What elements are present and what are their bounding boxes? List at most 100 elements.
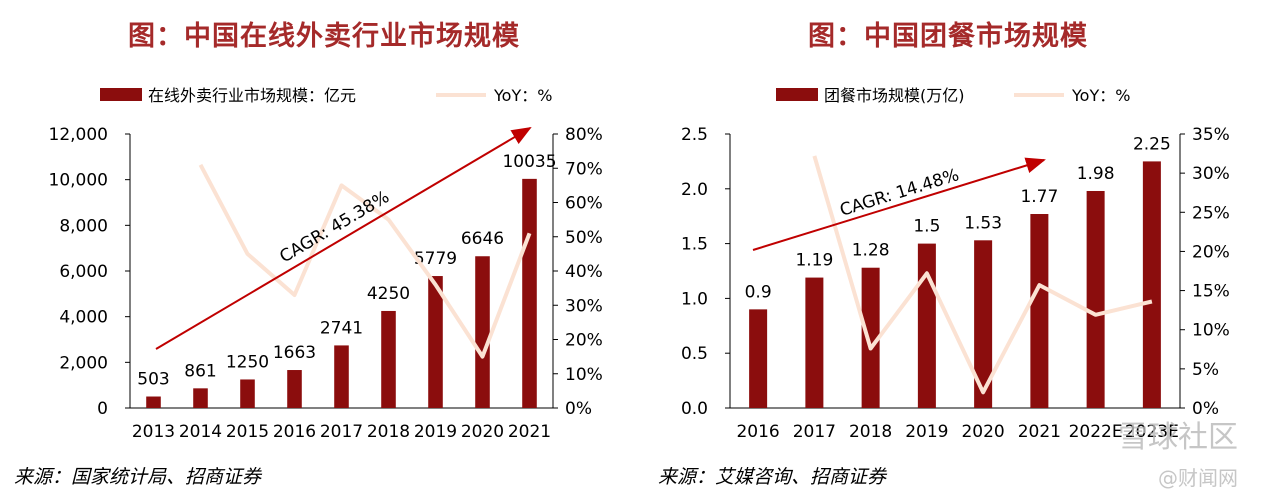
right-right-tick-label: 0% — [1192, 399, 1219, 419]
watermark-community: 雪球社区 — [1118, 420, 1238, 455]
left-bar-value-label: 2741 — [320, 318, 363, 338]
right-left-tick-label: 0.5 — [681, 344, 708, 364]
left-bar-value-label: 503 — [137, 370, 169, 390]
right-x-tick-label: 2019 — [905, 422, 948, 442]
right-right-tick-label: 5% — [1192, 360, 1219, 380]
left-bar — [522, 178, 537, 408]
left-left-tick-label: 12,000 — [49, 125, 108, 145]
left-right-tick-label: 20% — [565, 331, 603, 351]
right-x-tick-label: 2016 — [736, 422, 779, 442]
left-source: 来源：国家统计局、招商证券 — [14, 466, 262, 488]
left-x-tick-label: 2015 — [226, 422, 269, 442]
left-left-tick-label: 2,000 — [59, 353, 108, 373]
left-bar — [240, 379, 255, 408]
left-right-tick-label: 60% — [565, 194, 603, 214]
left-x-tick-label: 2018 — [367, 422, 410, 442]
left-bar-value-label: 4250 — [367, 284, 410, 304]
left-right-tick-label: 80% — [565, 125, 603, 145]
right-right-tick-label: 15% — [1192, 282, 1230, 302]
left-legend-bar-swatch — [100, 88, 142, 101]
right-chart-title: 图：中国团餐市场规模 — [808, 21, 1088, 52]
right-x-tick-label: 2021 — [1018, 422, 1061, 442]
right-source: 来源：艾媒咨询、招商证券 — [658, 466, 887, 488]
left-left-tick-label: 0 — [97, 399, 108, 419]
left-legend-yoy-label: YoY：% — [493, 86, 552, 105]
right-left-tick-label: 1.5 — [681, 235, 708, 255]
left-legend-bar-label: 在线外卖行业市场规模：亿元 — [148, 86, 356, 105]
right-bar — [974, 240, 993, 408]
right-bar — [805, 277, 824, 408]
right-left-tick-label: 2.0 — [681, 180, 708, 200]
right-right-tick-label: 35% — [1192, 125, 1230, 145]
right-x-tick-label: 2022E — [1069, 422, 1123, 442]
left-left-tick-label: 8,000 — [59, 216, 108, 236]
left-x-tick-label: 2020 — [461, 422, 504, 442]
right-x-tick-label: 2020 — [961, 422, 1004, 442]
right-bar-value-label: 1.5 — [913, 217, 940, 237]
left-bar — [381, 310, 396, 408]
left-x-tick-label: 2021 — [508, 422, 551, 442]
right-left-tick-label: 0.0 — [681, 399, 708, 419]
left-cagr-arrow — [155, 126, 532, 350]
right-right-tick-label: 20% — [1192, 242, 1230, 262]
right-x-tick-label: 2023E — [1125, 422, 1179, 442]
right-bar-value-label: 2.25 — [1133, 134, 1171, 154]
right-right-tick-label: 25% — [1192, 203, 1230, 223]
left-bar — [475, 256, 490, 408]
left-x-tick-label: 2016 — [273, 422, 316, 442]
right-bar — [1142, 161, 1161, 408]
left-bar-value-label: 1250 — [226, 352, 269, 372]
right-legend-bar-swatch — [776, 88, 818, 101]
left-bar — [334, 345, 349, 408]
left-bar-value-label: 1663 — [273, 343, 316, 363]
right-yoy-line — [812, 155, 1153, 395]
left-bar — [193, 388, 208, 408]
left-bar-value-label: 6646 — [461, 229, 504, 249]
right-bar-value-label: 1.53 — [964, 213, 1002, 233]
left-right-tick-label: 50% — [565, 228, 603, 248]
left-right-tick-label: 10% — [565, 365, 603, 385]
left-bar-value-label: 5779 — [414, 249, 457, 269]
right-left-tick-label: 1.0 — [681, 289, 708, 309]
right-bar — [1030, 214, 1049, 408]
left-right-tick-label: 70% — [565, 159, 603, 179]
right-bar-value-label: 0.9 — [745, 282, 772, 302]
right-left-tick-label: 2.5 — [681, 125, 708, 145]
left-x-tick-label: 2014 — [179, 422, 222, 442]
left-left-tick-label: 6,000 — [59, 262, 108, 282]
left-right-tick-label: 0% — [565, 399, 592, 419]
left-x-tick-label: 2013 — [132, 422, 175, 442]
left-bar — [146, 396, 161, 408]
right-cagr-arrow — [752, 157, 1046, 251]
left-x-tick-label: 2019 — [414, 422, 457, 442]
right-bar-value-label: 1.98 — [1077, 164, 1115, 184]
right-legend-bar-label: 团餐市场规模(万亿) — [824, 86, 965, 105]
watermark-site: @财闻网 — [1158, 466, 1238, 490]
right-x-tick-label: 2018 — [849, 422, 892, 442]
left-bar — [428, 276, 443, 408]
right-legend-yoy-label: YoY：% — [1071, 86, 1130, 105]
left-bar-value-label: 861 — [184, 361, 216, 381]
left-right-tick-label: 40% — [565, 262, 603, 282]
right-bar-value-label: 1.19 — [795, 251, 833, 271]
right-right-tick-label: 30% — [1192, 164, 1230, 184]
left-chart: 在线外卖行业市场规模：亿元 YoY：% 0 2,000 4,000 6,000 8,000 1… — [49, 86, 603, 442]
right-bar — [861, 267, 880, 408]
right-bar-value-label: 1.28 — [852, 241, 890, 261]
left-yoy-line — [198, 163, 532, 359]
left-left-tick-label: 4,000 — [59, 308, 108, 328]
left-left-tick-label: 10,000 — [49, 171, 108, 191]
left-bar — [287, 370, 302, 408]
left-x-tick-label: 2017 — [320, 422, 363, 442]
left-chart-title: 图：中国在线外卖行业市场规模 — [128, 21, 520, 52]
left-right-tick-label: 30% — [565, 296, 603, 316]
right-bar-value-label: 1.77 — [1020, 187, 1058, 207]
right-bar — [749, 309, 768, 408]
right-chart: 团餐市场规模(万亿) YoY：% 0.0 0.5 1.0 1.5 2.0 2.5 0% 5% 10%… — [681, 86, 1230, 442]
left-bar-value-label: 10035 — [502, 152, 556, 172]
right-cagr-label: CAGR: 14.48% — [838, 165, 962, 221]
right-bar — [1086, 190, 1105, 408]
right-right-tick-label: 10% — [1192, 321, 1230, 341]
right-x-tick-label: 2017 — [793, 422, 836, 442]
right-bar — [917, 243, 936, 408]
